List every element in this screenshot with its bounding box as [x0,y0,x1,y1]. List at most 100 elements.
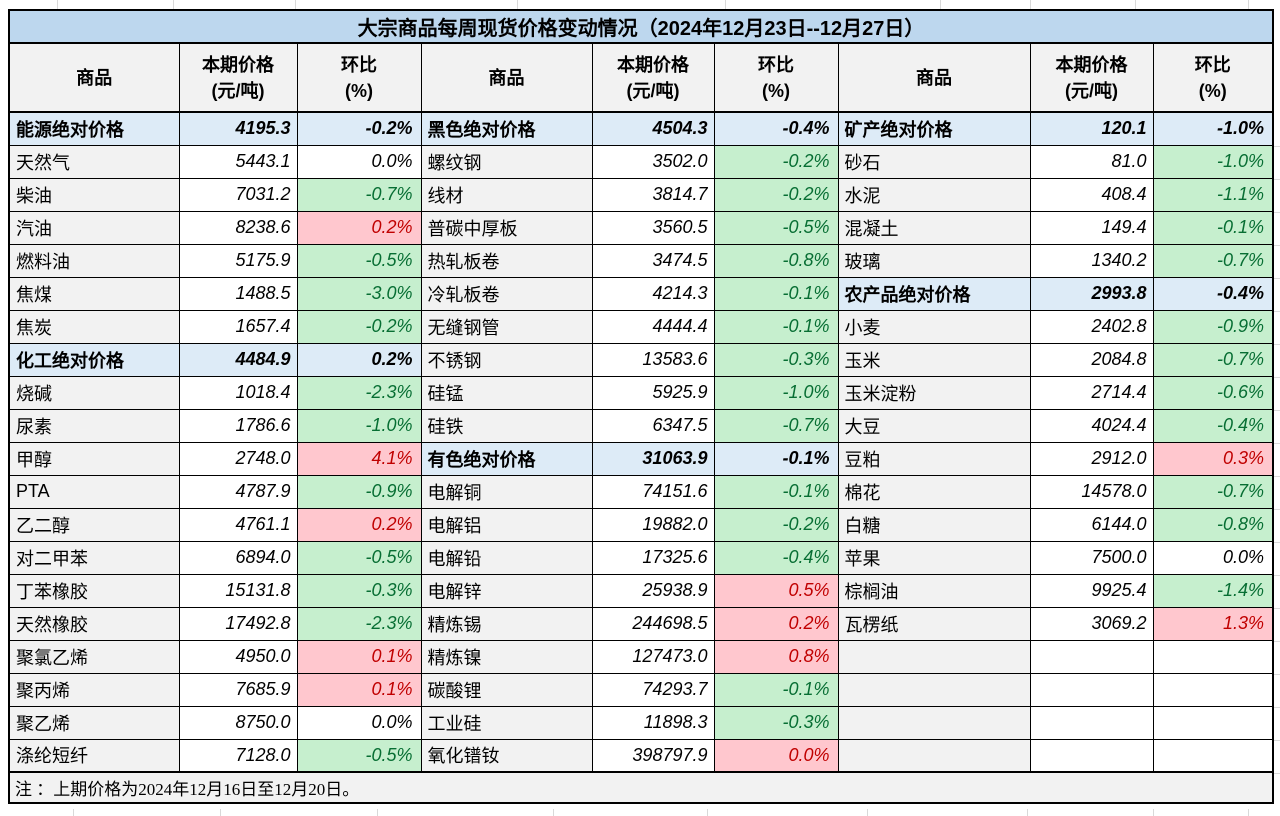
price-cell[interactable]: 9925.4 [1029,573,1154,608]
pct-change-cell[interactable]: -0.9% [296,474,422,509]
price-cell[interactable]: 6894.0 [178,540,298,575]
price-cell[interactable]: 2714.4 [1029,375,1154,410]
commodity-name-cell[interactable]: 冷轧板卷 [420,276,593,311]
price-cell[interactable]: 3069.2 [1029,606,1154,641]
section-name-cell[interactable]: 化工绝对价格 [8,342,180,377]
price-cell[interactable]: 74293.7 [591,672,715,707]
pct-change-cell[interactable]: 0.1% [296,639,422,674]
price-cell[interactable]: 15131.8 [178,573,298,608]
pct-change-cell[interactable]: -0.5% [296,540,422,575]
pct-change-cell[interactable]: -0.1% [713,276,839,311]
pct-change-cell[interactable]: 4.1% [296,441,422,476]
header-wow-change[interactable]: 环比 (%) [1152,42,1274,113]
price-cell[interactable]: 1340.2 [1029,243,1154,278]
commodity-name-cell[interactable]: 涤纶短纤 [8,738,180,773]
price-cell[interactable]: 7685.9 [178,672,298,707]
price-cell[interactable]: 4787.9 [178,474,298,509]
pct-change-cell[interactable]: 1.3% [1152,606,1274,641]
price-cell[interactable]: 17325.6 [591,540,715,575]
price-cell[interactable]: 5175.9 [178,243,298,278]
commodity-name-cell[interactable]: 电解铝 [420,507,593,542]
price-cell[interactable]: 3474.5 [591,243,715,278]
commodity-name-cell[interactable]: 水泥 [837,177,1031,212]
price-cell[interactable]: 8750.0 [178,705,298,740]
pct-change-cell[interactable]: -0.4% [1152,276,1274,311]
price-cell[interactable]: 5443.1 [178,144,298,179]
price-cell[interactable]: 14578.0 [1029,474,1154,509]
pct-change-cell[interactable]: -1.0% [713,375,839,410]
header-commodity[interactable]: 商品 [837,42,1031,113]
commodity-name-cell[interactable]: 玉米淀粉 [837,375,1031,410]
pct-change-cell[interactable]: -0.2% [296,111,422,146]
commodity-name-cell[interactable]: 聚氯乙烯 [8,639,180,674]
pct-change-cell[interactable]: -2.3% [296,606,422,641]
commodity-name-cell[interactable]: 混凝土 [837,210,1031,245]
price-cell[interactable]: 8238.6 [178,210,298,245]
header-current-price[interactable]: 本期价格 (元/吨) [1029,42,1154,113]
price-cell[interactable]: 4024.4 [1029,408,1154,443]
price-cell[interactable]: 1018.4 [178,375,298,410]
commodity-name-cell[interactable]: 碳酸锂 [420,672,593,707]
pct-change-cell[interactable]: -0.1% [713,474,839,509]
pct-change-cell[interactable]: -1.0% [1152,111,1274,146]
pct-change-cell[interactable]: -0.4% [1152,408,1274,443]
section-name-cell[interactable]: 有色绝对价格 [420,441,593,476]
commodity-name-cell[interactable]: 聚乙烯 [8,705,180,740]
pct-change-cell[interactable] [1152,705,1274,740]
price-cell[interactable]: 81.0 [1029,144,1154,179]
commodity-name-cell[interactable]: 聚丙烯 [8,672,180,707]
pct-change-cell[interactable]: -0.4% [713,111,839,146]
commodity-name-cell[interactable]: 焦煤 [8,276,180,311]
commodity-name-cell[interactable]: 丁苯橡胶 [8,573,180,608]
pct-change-cell[interactable] [1152,672,1274,707]
commodity-name-cell[interactable]: 不锈钢 [420,342,593,377]
price-cell[interactable]: 2748.0 [178,441,298,476]
commodity-name-cell[interactable]: 天然气 [8,144,180,179]
pct-change-cell[interactable]: -0.3% [296,573,422,608]
section-name-cell[interactable]: 能源绝对价格 [8,111,180,146]
price-cell[interactable]: 6144.0 [1029,507,1154,542]
commodity-name-cell[interactable]: 燃料油 [8,243,180,278]
price-cell[interactable]: 408.4 [1029,177,1154,212]
pct-change-cell[interactable]: -0.7% [1152,342,1274,377]
pct-change-cell[interactable]: -0.1% [713,441,839,476]
commodity-name-cell[interactable]: 柴油 [8,177,180,212]
price-cell[interactable]: 25938.9 [591,573,715,608]
section-name-cell[interactable]: 矿产绝对价格 [837,111,1031,146]
section-name-cell[interactable]: 黑色绝对价格 [420,111,593,146]
price-cell[interactable]: 3502.0 [591,144,715,179]
pct-change-cell[interactable]: -0.7% [1152,474,1274,509]
header-commodity[interactable]: 商品 [420,42,593,113]
price-cell[interactable]: 1657.4 [178,309,298,344]
table-title[interactable]: 大宗商品每周现货价格变动情况（2024年12月23日--12月27日） [8,9,1274,44]
pct-change-cell[interactable]: -0.1% [713,672,839,707]
pct-change-cell[interactable]: -0.7% [713,408,839,443]
pct-change-cell[interactable]: -1.4% [1152,573,1274,608]
pct-change-cell[interactable]: 0.2% [296,342,422,377]
pct-change-cell[interactable]: -0.9% [1152,309,1274,344]
price-cell[interactable]: 19882.0 [591,507,715,542]
price-cell[interactable]: 4484.9 [178,342,298,377]
price-cell[interactable]: 3560.5 [591,210,715,245]
pct-change-cell[interactable]: -0.8% [1152,507,1274,542]
pct-change-cell[interactable]: -0.4% [713,540,839,575]
price-cell[interactable]: 17492.8 [178,606,298,641]
pct-change-cell[interactable]: -0.3% [713,705,839,740]
header-wow-change[interactable]: 环比 (%) [296,42,422,113]
commodity-name-cell[interactable]: 乙二醇 [8,507,180,542]
pct-change-cell[interactable]: -1.0% [1152,144,1274,179]
price-cell[interactable] [1029,672,1154,707]
pct-change-cell[interactable]: -0.1% [1152,210,1274,245]
pct-change-cell[interactable]: 0.2% [296,210,422,245]
price-cell[interactable]: 1488.5 [178,276,298,311]
price-cell[interactable]: 398797.9 [591,738,715,773]
pct-change-cell[interactable]: 0.0% [296,705,422,740]
pct-change-cell[interactable]: -0.5% [296,243,422,278]
price-cell[interactable]: 2912.0 [1029,441,1154,476]
commodity-name-cell[interactable]: 小麦 [837,309,1031,344]
price-cell[interactable]: 4214.3 [591,276,715,311]
header-commodity[interactable]: 商品 [8,42,180,113]
price-cell[interactable]: 4504.3 [591,111,715,146]
price-cell[interactable]: 5925.9 [591,375,715,410]
price-cell[interactable]: 3814.7 [591,177,715,212]
